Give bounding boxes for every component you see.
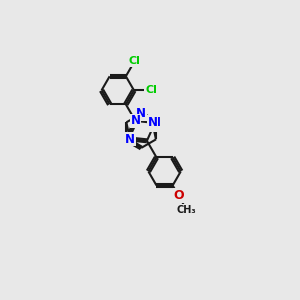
Text: Cl: Cl	[128, 56, 140, 67]
Text: N: N	[151, 116, 161, 129]
Text: O: O	[173, 189, 184, 202]
Text: N: N	[130, 114, 140, 128]
Text: N: N	[147, 116, 158, 129]
Text: CH₃: CH₃	[177, 205, 197, 215]
Text: Cl: Cl	[145, 85, 157, 95]
Text: N: N	[149, 119, 159, 132]
Text: N: N	[136, 107, 146, 120]
Text: N: N	[125, 133, 135, 146]
